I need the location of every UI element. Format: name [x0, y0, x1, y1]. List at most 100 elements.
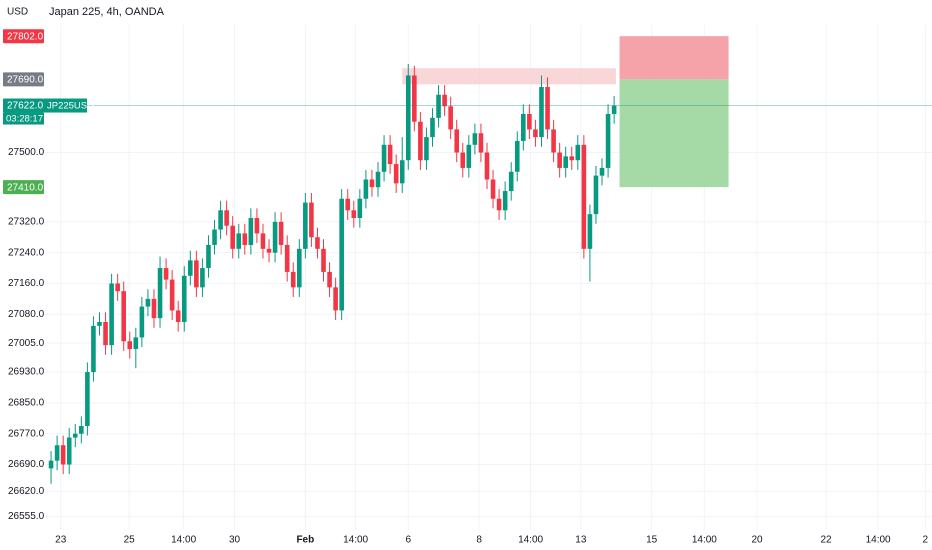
candle-body — [436, 94, 441, 118]
y-tick-label: 26850.0 — [8, 398, 45, 409]
candle-body — [48, 460, 54, 469]
candle-body — [393, 164, 399, 184]
target-area — [619, 79, 729, 188]
candle-body — [484, 152, 490, 180]
candle-body — [85, 372, 90, 426]
price-tag — [3, 29, 44, 44]
candle-body — [345, 198, 351, 211]
price-tag-label: 27410.0 — [7, 182, 44, 193]
y-tick-label: 27500.0 — [8, 147, 45, 158]
candle-body — [575, 144, 581, 161]
candle-body — [533, 129, 538, 138]
resistance-zone — [402, 68, 616, 85]
stop-area — [619, 36, 729, 80]
candle-body — [327, 271, 332, 288]
candle-body — [188, 260, 193, 276]
x-tick-label: 20 — [751, 535, 763, 546]
candle-body — [321, 248, 326, 272]
candle-body — [278, 221, 284, 245]
candle-body — [460, 152, 466, 168]
y-tick-label: 27160.0 — [8, 278, 45, 289]
x-tick-label: 22 — [820, 535, 832, 546]
candle-body — [115, 283, 120, 292]
x-tick-label: 14:00 — [866, 535, 891, 546]
candle-body — [315, 237, 320, 249]
y-tick-label: 26555.0 — [8, 511, 45, 522]
x-tick-label: 2 — [923, 535, 929, 546]
symbol-tag — [44, 98, 87, 113]
candle-body — [175, 310, 181, 322]
candle-body — [424, 137, 429, 161]
candle-body — [593, 175, 599, 215]
candle-body — [72, 433, 78, 438]
candle-body — [448, 106, 453, 130]
candle-body — [242, 233, 248, 245]
price-tag-label: 27690.0 — [7, 74, 44, 85]
candle-body — [151, 298, 157, 319]
countdown-tag — [3, 112, 44, 125]
candle-body — [587, 214, 593, 249]
candle-body — [54, 445, 60, 461]
candle-body — [254, 218, 260, 234]
candle-body — [206, 244, 211, 269]
candle-body — [454, 129, 460, 153]
y-tick-label: 26930.0 — [8, 367, 45, 378]
candle-body — [194, 260, 199, 288]
candle-body — [224, 210, 229, 226]
candle-body — [357, 198, 363, 218]
candle-body — [412, 75, 417, 122]
candle-body — [521, 114, 526, 141]
x-tick-label: 14:00 — [518, 535, 543, 546]
candle-body — [309, 202, 314, 238]
x-tick-label: 25 — [124, 535, 136, 546]
y-tick-label: 26690.0 — [8, 459, 45, 470]
candle-body — [109, 283, 114, 346]
candle-body — [496, 198, 502, 211]
candle-body — [599, 167, 605, 176]
candle-body — [333, 287, 338, 311]
currency: USD — [7, 7, 28, 18]
candle-body — [79, 426, 84, 434]
candle-body — [230, 225, 235, 249]
candle-body — [375, 171, 381, 188]
symbol-label: JP225USD — [47, 101, 94, 112]
candle-body — [569, 156, 575, 161]
candle-body — [121, 291, 127, 342]
candle-body — [466, 144, 472, 168]
candle-body — [351, 210, 357, 218]
candle-body — [236, 233, 242, 249]
candle-body — [581, 144, 587, 249]
x-tick-label: 15 — [646, 535, 658, 546]
candle-body — [290, 271, 296, 288]
candle-body — [218, 210, 223, 230]
x-tick-label: 14:00 — [171, 535, 196, 546]
price-tag-label: 27622.0 — [7, 101, 44, 112]
candle-body — [514, 140, 520, 172]
x-tick-label: 13 — [575, 535, 587, 546]
candle-body — [91, 325, 96, 373]
candle-body — [200, 268, 205, 288]
candle-body — [157, 268, 163, 319]
candle-body — [339, 198, 344, 311]
candle-body — [60, 445, 66, 465]
candle-body — [490, 179, 496, 199]
x-tick-label: Feb — [296, 535, 314, 546]
x-tick-label: 14:00 — [343, 535, 368, 546]
y-tick-label: 27320.0 — [8, 216, 45, 227]
y-tick-label: 27080.0 — [8, 309, 45, 320]
countdown-label: 03:28:17 — [6, 114, 43, 125]
candle-body — [563, 156, 568, 168]
candle-body — [405, 75, 411, 161]
candle-body — [387, 144, 393, 165]
candle-body — [181, 275, 187, 322]
candle-body — [381, 144, 387, 172]
candle-body — [539, 87, 544, 138]
price-tag-label: 27802.0 — [7, 31, 44, 42]
candle-body — [169, 279, 175, 311]
candle-body — [272, 221, 278, 253]
candle-body — [478, 133, 484, 153]
candle-body — [284, 244, 290, 272]
candle-body — [545, 87, 550, 130]
candle-body — [502, 191, 508, 211]
